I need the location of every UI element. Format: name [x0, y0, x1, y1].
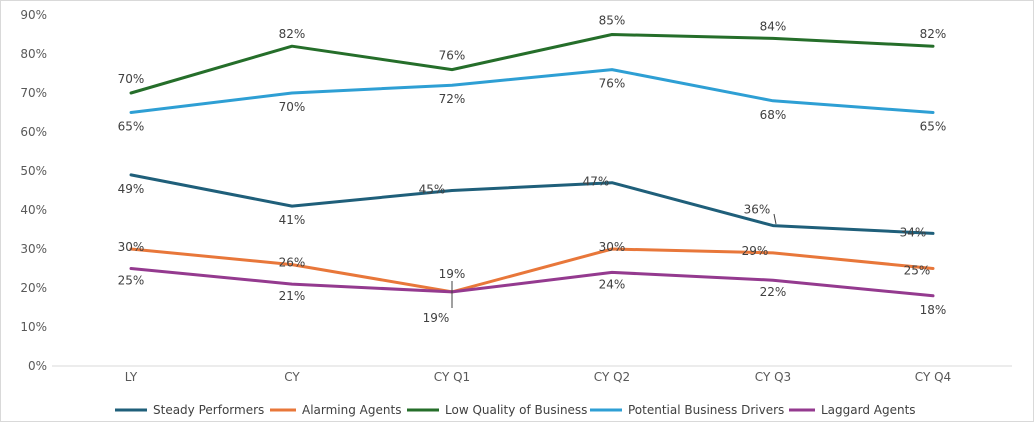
data-label: 18%	[920, 303, 947, 317]
data-label: 70%	[118, 72, 145, 86]
y-tick-label: 70%	[20, 86, 47, 100]
data-label: 84%	[760, 19, 787, 33]
data-label: 70%	[279, 100, 306, 114]
data-label: 19%	[439, 267, 466, 281]
x-tick-label: CY Q3	[755, 370, 791, 384]
y-tick-label: 90%	[20, 8, 47, 22]
legend-label: Laggard Agents	[821, 403, 916, 417]
data-label: 22%	[760, 285, 787, 299]
y-tick-label: 30%	[20, 242, 47, 256]
y-tick-label: 0%	[28, 359, 47, 373]
data-label: 85%	[599, 14, 626, 28]
data-label: 34%	[900, 225, 927, 239]
data-label: 29%	[742, 244, 769, 258]
leader-line	[773, 213, 777, 225]
data-label: 65%	[118, 120, 145, 134]
data-label: 45%	[419, 183, 446, 197]
x-tick-label: CY Q4	[915, 370, 951, 384]
data-label: 24%	[599, 277, 626, 291]
y-tick-label: 80%	[20, 47, 47, 61]
x-tick-label: CY	[284, 370, 300, 384]
data-label: 21%	[279, 289, 306, 303]
data-label: 26%	[279, 256, 306, 270]
y-tick-label: 40%	[20, 203, 47, 217]
series-line	[129, 173, 935, 235]
data-label: 30%	[599, 240, 626, 254]
data-label: 76%	[439, 49, 466, 63]
y-tick-label: 50%	[20, 164, 47, 178]
data-label: 82%	[920, 27, 947, 41]
data-label: 25%	[904, 264, 931, 278]
data-label: 65%	[920, 120, 947, 134]
data-label: 25%	[118, 274, 145, 288]
data-label: 41%	[279, 213, 306, 227]
legend-label: Low Quality of Business	[445, 403, 587, 417]
y-tick-label: 60%	[20, 125, 47, 139]
series-line	[129, 33, 935, 95]
data-label: 82%	[279, 27, 306, 41]
data-label: 72%	[439, 92, 466, 106]
data-label: 49%	[118, 182, 145, 196]
data-label: 47%	[583, 175, 610, 189]
series-line	[129, 267, 935, 298]
series-line	[129, 68, 935, 114]
data-label: 76%	[599, 77, 626, 91]
legend-label: Alarming Agents	[302, 403, 401, 417]
series-line	[129, 247, 935, 294]
data-label: 36%	[744, 203, 771, 217]
x-tick-label: CY Q2	[594, 370, 630, 384]
data-label: 30%	[118, 240, 145, 254]
legend-label: Steady Performers	[153, 403, 264, 417]
data-label: 68%	[760, 108, 787, 122]
data-label: 19%	[423, 311, 450, 325]
y-tick-label: 20%	[20, 281, 47, 295]
y-tick-label: 10%	[20, 320, 47, 334]
x-tick-label: LY	[125, 370, 138, 384]
legend-label: Potential Business Drivers	[628, 403, 784, 417]
x-tick-label: CY Q1	[434, 370, 470, 384]
